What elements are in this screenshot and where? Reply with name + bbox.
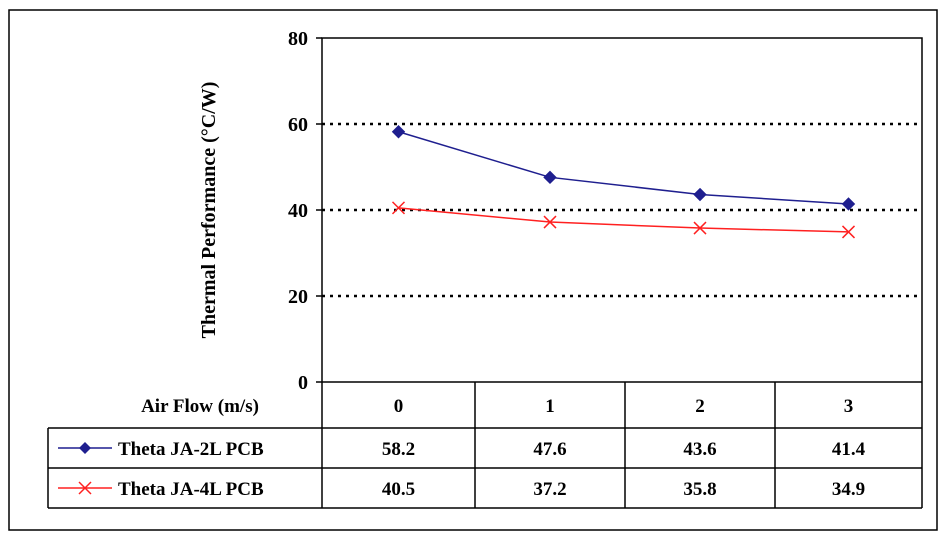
x-category-label: 3	[844, 396, 854, 417]
data-point-diamond	[543, 170, 557, 185]
data-value-label: 37.2	[533, 479, 566, 500]
data-point-diamond	[391, 125, 406, 139]
data-value-label: 41.4	[832, 439, 866, 460]
data-value-label: 34.9	[832, 479, 865, 500]
x-category-label: 2	[695, 396, 705, 417]
chart-frame	[8, 9, 938, 531]
data-value-label: 47.6	[533, 439, 566, 460]
data-value-label: 40.5	[382, 479, 415, 500]
legend-label-1: Theta JA-2L PCB	[118, 439, 264, 460]
y-tick-label: 80	[288, 28, 308, 50]
series-line-2	[398, 207, 849, 233]
data-point-diamond	[693, 187, 707, 202]
legend-marker-diamond	[79, 442, 91, 454]
y-tick-label: 20	[288, 286, 308, 308]
data-point-x	[543, 215, 557, 229]
plot-area: 0 20 40 60 80	[288, 28, 923, 394]
x-category-label: 1	[545, 396, 555, 417]
data-point-x	[841, 225, 856, 239]
x-category-label: 0	[394, 396, 404, 417]
data-table: Air Flow (m/s) 0 1 2 3 Theta JA-2L PCB 58.2 47.…	[47, 381, 923, 509]
y-tick-label: 40	[288, 200, 308, 222]
data-value-label: 43.6	[683, 439, 716, 460]
series-line-1	[398, 131, 849, 205]
legend-label-2: Theta JA-4L PCB	[118, 479, 264, 500]
data-value-label: 35.8	[683, 479, 716, 500]
data-point-x	[391, 201, 406, 215]
data-point-x	[693, 221, 707, 235]
data-point-diamond	[841, 197, 856, 211]
table-header-label: Air Flow (m/s)	[141, 396, 259, 417]
data-value-label: 58.2	[382, 439, 415, 460]
legend-marker-x	[78, 481, 92, 495]
y-axis-label: Thermal Performance (°C/W)	[198, 82, 220, 339]
y-tick-label: 60	[288, 114, 308, 136]
y-tick-label: 0	[298, 372, 308, 394]
